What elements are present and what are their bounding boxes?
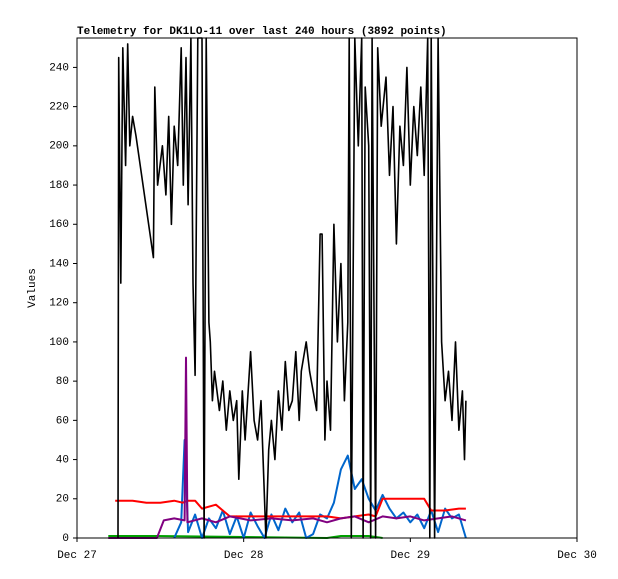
series-line [173,439,467,539]
y-tick-label: 240 [49,62,69,74]
y-tick-label: 100 [49,337,69,349]
plot-frame [76,37,578,539]
y-tick-label: 80 [56,376,69,388]
y-tick-label: 140 [49,258,69,270]
y-axis-label: Values [27,268,39,308]
y-tick-label: 0 [62,533,69,545]
y-tick-label: 60 [56,415,69,427]
y-tick-label: 180 [49,180,69,192]
series-line [115,497,466,520]
y-tick-label: 20 [56,494,69,506]
series-line [117,37,467,539]
y-tick-label: 200 [49,141,69,153]
x-tick-label: Dec 28 [224,550,264,562]
x-tick-label: Dec 29 [391,550,431,562]
x-tick-label: Dec 30 [557,550,597,562]
y-tick-label: 220 [49,102,69,114]
y-tick-label: 120 [49,298,69,310]
x-tick-label: Dec 27 [57,550,97,562]
y-tick-label: 160 [49,219,69,231]
chart-title: Telemetry for DK1LO-11 over last 240 hou… [77,26,447,38]
series-line [108,356,467,539]
y-tick-label: 40 [56,454,69,466]
